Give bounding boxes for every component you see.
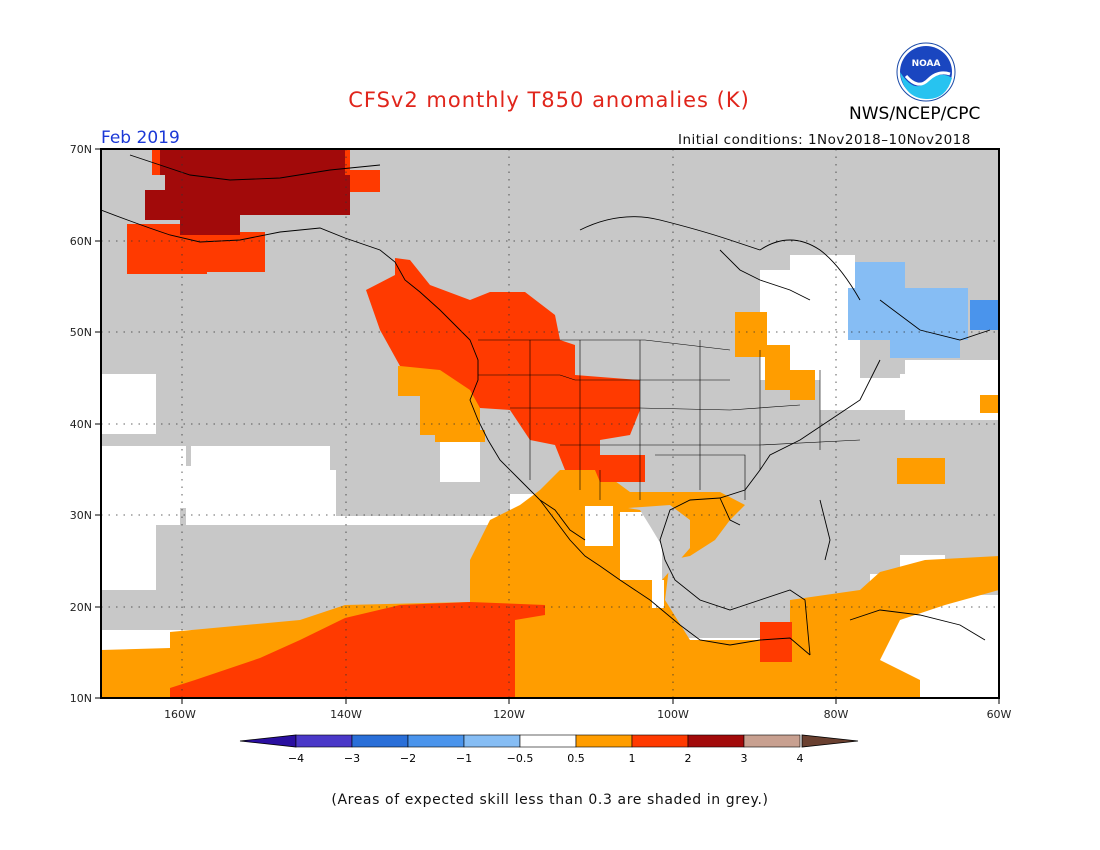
colorbar-cell bbox=[687, 734, 745, 748]
colorbar-cell bbox=[463, 734, 521, 748]
colorbar-cell bbox=[575, 734, 633, 748]
lon-label-80w: 80W bbox=[824, 708, 849, 721]
lon-label-120w: 120W bbox=[493, 708, 525, 721]
colorbar-label: −2 bbox=[400, 752, 416, 765]
svg-text:NOAA: NOAA bbox=[912, 59, 941, 69]
colorbar-label: −0.5 bbox=[507, 752, 534, 765]
colorbar-cell bbox=[631, 734, 689, 748]
warm-anomaly-darkred bbox=[145, 150, 350, 235]
lon-label-60w: 60W bbox=[987, 708, 1012, 721]
colorbar-label: −1 bbox=[456, 752, 472, 765]
state-borders bbox=[478, 339, 861, 500]
colorbar-cell bbox=[743, 734, 801, 748]
lat-label-60n: 60N bbox=[70, 235, 92, 248]
neutral-areas bbox=[101, 255, 999, 675]
colorbar-min-arrow bbox=[239, 734, 297, 748]
agency-label: NWS/NCEP/CPC bbox=[849, 104, 981, 124]
lon-label-100w: 100W bbox=[657, 708, 689, 721]
colorbar-cell bbox=[519, 734, 577, 748]
colorbar-cell bbox=[351, 734, 409, 748]
map-fields bbox=[101, 149, 999, 698]
warm-anomaly-red bbox=[127, 150, 792, 698]
noaa-logo: NOAA bbox=[896, 42, 956, 102]
colorbar-max-arrow bbox=[801, 734, 859, 748]
colorbar-label: 1 bbox=[629, 752, 636, 765]
cold-anomaly bbox=[970, 300, 999, 330]
lat-label-70n: 70N bbox=[70, 143, 92, 156]
colorbar-label: −4 bbox=[288, 752, 304, 765]
lat-label-20n: 20N bbox=[70, 601, 92, 614]
colorbar-label: 2 bbox=[685, 752, 692, 765]
graticule bbox=[101, 149, 999, 698]
colorbar-label: 0.5 bbox=[567, 752, 585, 765]
longitude-axis: 160W 140W 120W 100W 80W 60W bbox=[164, 698, 1012, 721]
lat-label-10n: 10N bbox=[70, 692, 92, 705]
lon-label-160w: 160W bbox=[164, 708, 196, 721]
lat-label-50n: 50N bbox=[70, 326, 92, 339]
chart-title: CFSv2 monthly T850 anomalies (K) bbox=[348, 88, 750, 112]
colorbar: −4 −3 −2 −1 −0.5 0.5 1 2 3 4 bbox=[239, 734, 859, 765]
coastlines bbox=[101, 154, 991, 656]
skill-note: (Areas of expected skill less than 0.3 a… bbox=[331, 792, 769, 808]
colorbar-label: 4 bbox=[797, 752, 804, 765]
colorbar-label: 3 bbox=[741, 752, 748, 765]
lon-label-140w: 140W bbox=[330, 708, 362, 721]
latitude-axis: 70N 60N 50N 40N 30N 20N 10N bbox=[70, 143, 101, 705]
colorbar-cell bbox=[407, 734, 465, 748]
lat-label-30n: 30N bbox=[70, 509, 92, 522]
lat-label-40n: 40N bbox=[70, 418, 92, 431]
colorbar-cell bbox=[295, 734, 353, 748]
initial-conditions: Initial conditions: 1Nov2018–10Nov2018 bbox=[678, 132, 971, 148]
forecast-month: Feb 2019 bbox=[101, 128, 180, 148]
colorbar-label: −3 bbox=[344, 752, 360, 765]
